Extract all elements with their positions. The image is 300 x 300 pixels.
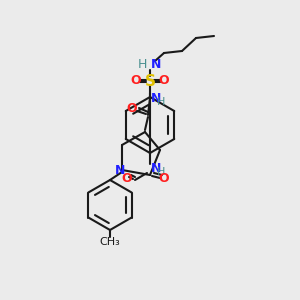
Text: O: O [122, 172, 132, 185]
Text: O: O [131, 74, 141, 88]
Text: O: O [159, 172, 169, 185]
Text: H: H [157, 167, 165, 177]
Text: CH₃: CH₃ [100, 237, 120, 247]
Text: N: N [115, 164, 125, 178]
Text: N: N [151, 92, 161, 104]
Text: O: O [159, 74, 169, 88]
Text: S: S [145, 74, 155, 88]
Text: H: H [157, 97, 165, 107]
Text: N: N [151, 58, 161, 71]
Text: H: H [138, 58, 147, 71]
Text: O: O [127, 101, 137, 115]
Text: N: N [151, 163, 161, 176]
